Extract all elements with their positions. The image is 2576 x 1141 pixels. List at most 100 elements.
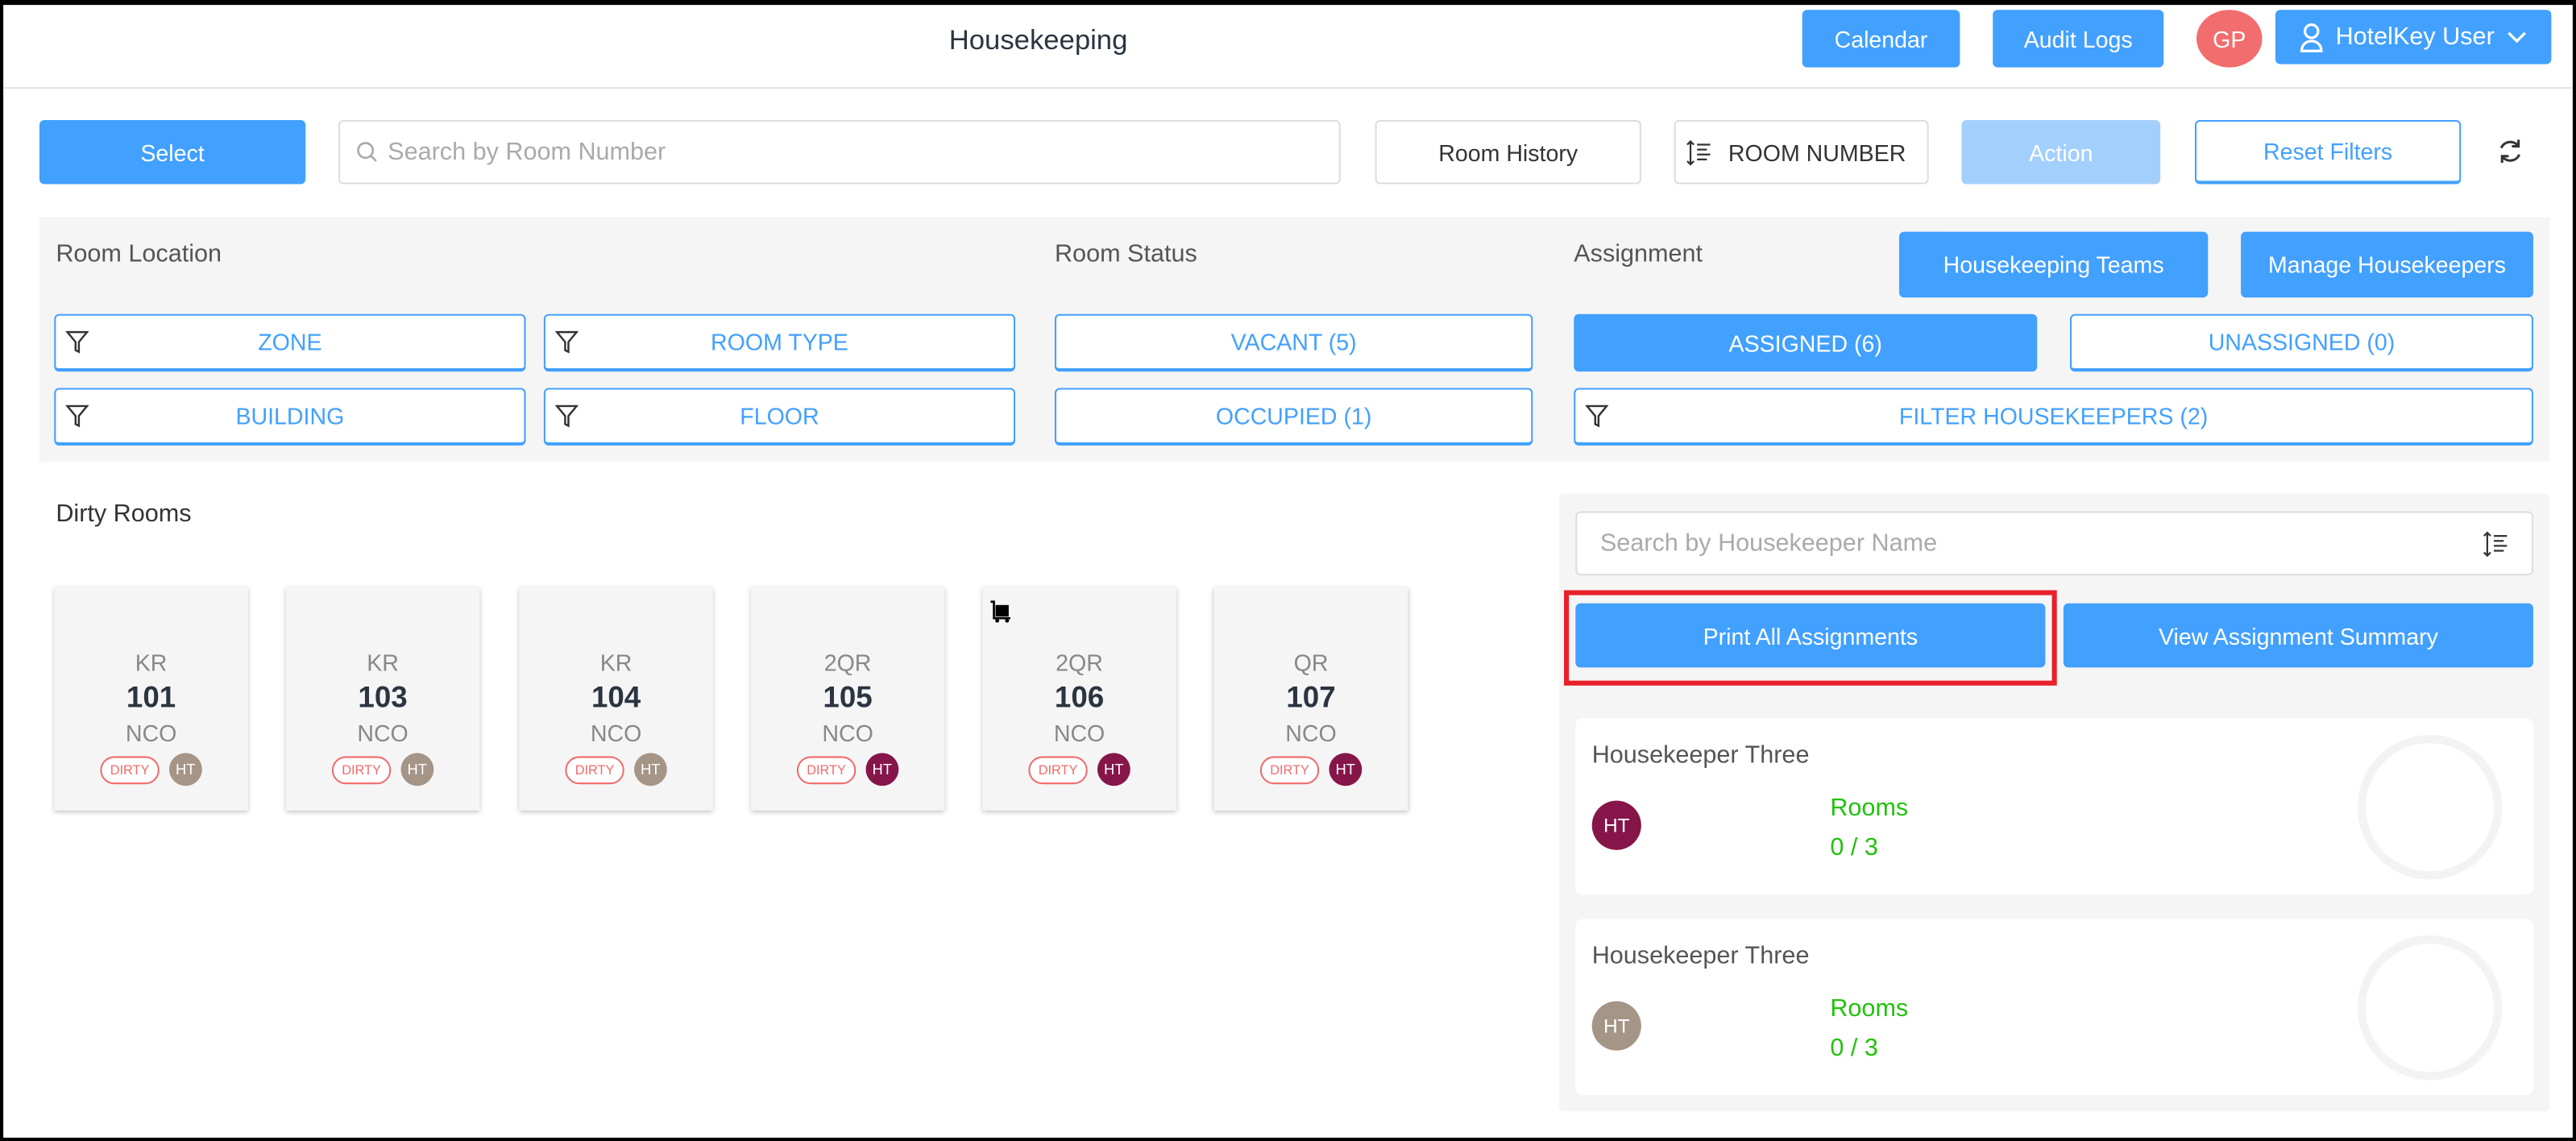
room-number: 101 [126, 680, 176, 714]
room-card[interactable]: KR 103 NCO DIRTY HT [285, 587, 480, 811]
housekeeper-avatar: HT [1591, 800, 1641, 850]
floor-filter[interactable]: FLOOR [543, 388, 1016, 446]
rooms-label: Rooms [1830, 794, 1909, 823]
room-type: QR [1293, 649, 1329, 676]
room-status-heading: Room Status [1054, 239, 1197, 268]
action-button[interactable]: Action [1961, 119, 2161, 185]
user-name: HotelKey User [2335, 23, 2495, 52]
rooms-count: 0 / 3 [1830, 833, 1878, 862]
housekeeper-avatar: HT [400, 753, 434, 786]
filter-icon [555, 405, 579, 428]
vacant-filter[interactable]: VACANT (5) [1054, 313, 1533, 372]
room-card[interactable]: KR 101 NCO DIRTY HT [54, 587, 248, 811]
dirty-badge: DIRTY [796, 755, 857, 784]
room-card[interactable]: QR 107 NCO DIRTY HT [1213, 587, 1408, 811]
room-search-input[interactable]: Search by Room Number [338, 119, 1341, 185]
progress-ring [2357, 935, 2503, 1081]
assignment-heading: Assignment [1574, 239, 1703, 268]
zone-filter[interactable]: ZONE [54, 313, 526, 372]
room-location-heading: Room Location [56, 239, 222, 268]
audit-logs-button[interactable]: Audit Logs [1993, 10, 2164, 68]
dirty-rooms-heading: Dirty Rooms [56, 500, 192, 528]
housekeeper-card[interactable]: Housekeeper Three HT Rooms 0 / 3 [1575, 919, 2533, 1095]
dirty-badge: DIRTY [1028, 755, 1088, 784]
room-occupancy: NCO [357, 720, 409, 747]
luggage-cart-icon [990, 600, 1010, 623]
housekeeper-name: Housekeeper Three [1591, 942, 1810, 970]
dirty-badge: DIRTY [100, 755, 160, 784]
view-assignment-summary-button[interactable]: View Assignment Summary [2063, 603, 2533, 668]
chevron-down-icon [2508, 31, 2527, 43]
room-number: 103 [358, 680, 408, 714]
housekeeper-avatar: HT [1591, 1001, 1641, 1051]
room-occupancy: NCO [822, 720, 873, 747]
sort-icon [1686, 139, 1711, 165]
housekeeper-card[interactable]: Housekeeper Three HT Rooms 0 / 3 [1575, 718, 2533, 894]
zone-label: ZONE [258, 329, 322, 355]
assigned-filter[interactable]: ASSIGNED (6) [1574, 313, 2038, 372]
filter-housekeepers-label: FILTER HOUSEKEEPERS (2) [1898, 402, 2209, 429]
room-number: 107 [1286, 680, 1336, 714]
room-history-button[interactable]: Room History [1375, 119, 1641, 185]
room-type: 2QR [823, 649, 872, 676]
room-card[interactable]: 2QR 105 NCO DIRTY HT [750, 587, 945, 811]
housekeeper-avatar: HT [168, 753, 202, 786]
room-type-label: ROOM TYPE [711, 329, 848, 355]
floor-label: FLOOR [740, 402, 819, 429]
occupied-filter[interactable]: OCCUPIED (1) [1054, 388, 1533, 446]
header-divider [3, 87, 2573, 89]
housekeeper-search-input[interactable]: Search by Housekeeper Name [1575, 511, 2533, 576]
dirty-badge: DIRTY [331, 755, 392, 784]
room-search-placeholder: Search by Room Number [388, 138, 666, 167]
housekeeper-name: Housekeeper Three [1591, 741, 1810, 770]
housekeeper-search-placeholder: Search by Housekeeper Name [1599, 529, 1938, 558]
room-card[interactable]: KR 104 NCO DIRTY HT [519, 587, 713, 811]
reset-filters-button[interactable]: Reset Filters [2194, 119, 2462, 185]
sort-room-number-button[interactable]: ROOM NUMBER [1674, 119, 1929, 185]
building-filter[interactable]: BUILDING [54, 388, 526, 446]
room-occupancy: NCO [590, 720, 642, 747]
search-icon [357, 142, 377, 162]
room-card[interactable]: 2QR 106 NCO DIRTY HT [982, 587, 1176, 811]
user-avatar[interactable]: GP [2196, 10, 2263, 68]
filter-icon [65, 405, 89, 428]
filter-housekeepers[interactable]: FILTER HOUSEKEEPERS (2) [1574, 388, 2533, 446]
room-type: KR [135, 649, 168, 676]
filter-icon [65, 330, 89, 354]
room-type: KR [367, 649, 399, 676]
room-number: 106 [1054, 680, 1105, 714]
sort-icon[interactable] [2483, 530, 2509, 557]
room-occupancy: NCO [1053, 720, 1105, 747]
select-button[interactable]: Select [39, 119, 306, 185]
rooms-label: Rooms [1830, 994, 1909, 1023]
room-number: 105 [823, 680, 873, 714]
filter-icon [1585, 405, 1609, 428]
housekeeper-avatar: HT [1097, 753, 1130, 786]
page-title: Housekeeping [948, 24, 1128, 56]
housekeeper-avatar: HT [633, 753, 667, 786]
filter-icon [555, 330, 579, 354]
highlight-box [1564, 590, 2057, 686]
user-icon [2300, 22, 2322, 52]
housekeeper-avatar: HT [865, 753, 899, 786]
housekeeping-teams-button[interactable]: Housekeeping Teams [1898, 231, 2209, 298]
dirty-badge: DIRTY [565, 755, 624, 784]
print-all-assignments-button[interactable]: Print All Assignments [1575, 603, 2046, 668]
unassigned-filter[interactable]: UNASSIGNED (0) [2070, 313, 2533, 372]
room-type: 2QR [1056, 649, 1103, 676]
rooms-count: 0 / 3 [1830, 1034, 1878, 1063]
room-occupancy: NCO [1285, 720, 1337, 747]
progress-ring [2357, 735, 2503, 880]
building-label: BUILDING [235, 402, 345, 429]
room-occupancy: NCO [125, 720, 177, 747]
sort-label: ROOM NUMBER [1728, 139, 1906, 166]
room-type-filter[interactable]: ROOM TYPE [543, 313, 1016, 372]
refresh-icon[interactable] [2497, 138, 2524, 164]
room-type: KR [599, 649, 633, 676]
dirty-badge: DIRTY [1259, 755, 1320, 784]
user-menu-button[interactable]: HotelKey User [2275, 10, 2552, 64]
calendar-button[interactable]: Calendar [1802, 10, 1960, 68]
manage-housekeepers-button[interactable]: Manage Housekeepers [2241, 231, 2533, 298]
housekeeper-avatar: HT [1329, 753, 1363, 786]
